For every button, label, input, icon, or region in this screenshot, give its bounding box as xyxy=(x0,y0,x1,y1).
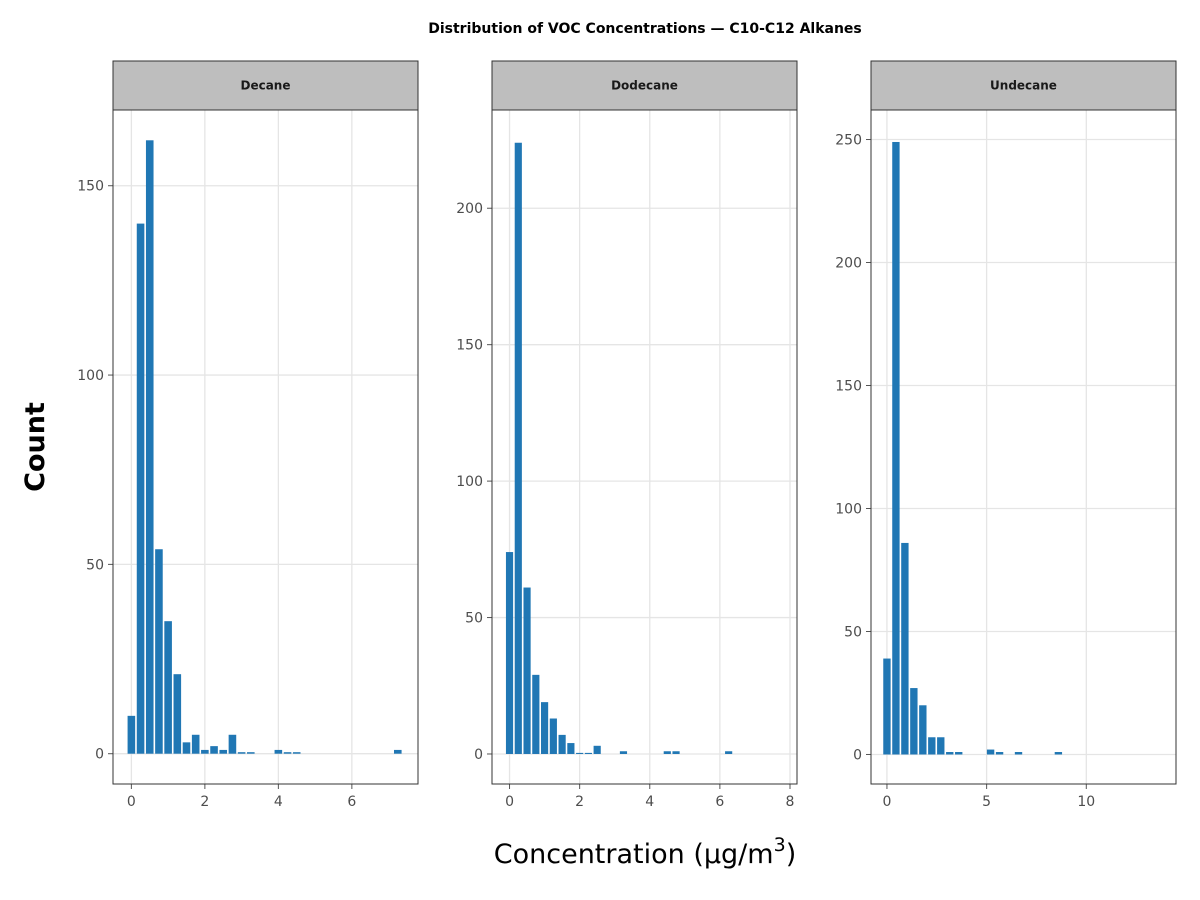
x-axis-label-superscript: 3 xyxy=(774,834,786,856)
x-tick-label: 0 xyxy=(505,794,514,810)
histogram-bar xyxy=(393,749,402,754)
histogram-bar xyxy=(136,223,145,754)
histogram-bar xyxy=(274,749,283,754)
histogram-bar xyxy=(910,688,918,755)
histogram-bar xyxy=(883,658,891,755)
histogram-bar xyxy=(672,751,680,754)
histogram-bar xyxy=(928,737,936,755)
histogram-bar xyxy=(145,140,154,754)
facet-strip-label: Dodecane xyxy=(611,79,678,93)
x-tick-label: 4 xyxy=(274,794,283,810)
histogram-bar xyxy=(505,552,514,754)
histogram-bar xyxy=(901,542,909,755)
y-tick-label: 50 xyxy=(844,624,862,640)
y-tick-label: 0 xyxy=(853,747,862,763)
panel-border xyxy=(870,109,1177,785)
histogram-bar xyxy=(292,752,301,754)
y-tick-label: 200 xyxy=(456,201,483,217)
y-tick-label: 150 xyxy=(77,179,104,195)
y-tick-label: 100 xyxy=(456,474,483,490)
facet-panel-undecane: Undecane 0 50 100 150 200 250 0 5 10 xyxy=(835,60,1177,810)
histogram-bar xyxy=(228,734,237,754)
histogram-bar xyxy=(541,702,549,754)
histogram-bar xyxy=(210,746,218,754)
facet-strip-label: Decane xyxy=(241,79,291,93)
panel-border xyxy=(491,109,798,785)
histogram-bar xyxy=(237,752,246,754)
facet-strip xyxy=(870,60,1177,111)
x-tick-label: 4 xyxy=(645,794,654,810)
histogram-bar xyxy=(946,752,954,755)
histogram-bar xyxy=(155,549,163,754)
histogram-bar xyxy=(549,718,557,754)
histogram-bar xyxy=(283,752,292,754)
y-tick-label: 150 xyxy=(456,338,483,354)
histogram-bar xyxy=(219,749,228,754)
histogram-bar xyxy=(919,705,927,755)
panel-border xyxy=(112,109,419,785)
x-axis-label-close: ) xyxy=(786,839,797,870)
histogram-bar xyxy=(523,587,531,754)
histogram-bar xyxy=(1014,752,1023,755)
y-tick-label: 200 xyxy=(835,256,862,272)
y-tick-label: 0 xyxy=(474,747,483,763)
histogram-bar xyxy=(164,621,172,754)
histogram-bar xyxy=(191,734,200,754)
histogram-bar xyxy=(247,752,255,754)
histogram-bar xyxy=(725,751,733,754)
facet-strip xyxy=(491,60,798,111)
histogram-bar xyxy=(619,751,628,754)
x-tick-label: 0 xyxy=(882,794,891,810)
histogram-bar xyxy=(201,749,209,754)
y-tick-label: 100 xyxy=(77,368,104,384)
y-tick-label: 150 xyxy=(835,379,862,395)
y-tick-label: 0 xyxy=(95,747,104,763)
facet-strip-label: Undecane xyxy=(990,79,1057,93)
y-tick-label: 50 xyxy=(465,611,483,627)
x-axis-label: Concentration (μg/m3) xyxy=(494,834,796,870)
chart-title: Distribution of VOC Concentrations — C10… xyxy=(428,21,862,37)
histogram-bar xyxy=(593,745,601,754)
x-tick-label: 2 xyxy=(575,794,584,810)
x-tick-label: 5 xyxy=(982,794,991,810)
y-tick-label: 250 xyxy=(835,133,862,149)
x-tick-label: 6 xyxy=(715,794,724,810)
x-tick-label: 2 xyxy=(200,794,209,810)
x-tick-label: 6 xyxy=(347,794,356,810)
histogram-bar xyxy=(937,737,945,755)
y-tick-label: 50 xyxy=(86,557,104,573)
x-tick-label: 0 xyxy=(127,794,136,810)
histogram-bar xyxy=(514,142,522,754)
histogram-bar xyxy=(532,674,540,754)
y-axis-label: Count xyxy=(20,402,51,492)
histogram-bar xyxy=(584,752,592,754)
histogram-bar xyxy=(173,674,182,754)
facet-panel-dodecane: Dodecane 0 50 100 150 200 0 2 4 6 8 xyxy=(456,60,798,810)
y-tick-label: 100 xyxy=(835,501,862,517)
x-axis-label-main: Concentration (μg/m xyxy=(494,839,774,870)
facet-strip xyxy=(112,60,419,111)
histogram-bar xyxy=(558,734,566,754)
histogram-bar xyxy=(892,141,900,755)
histogram-bar xyxy=(1054,752,1063,755)
x-tick-label: 10 xyxy=(1077,794,1095,810)
histogram-bar xyxy=(127,715,136,754)
histogram-bar xyxy=(955,752,963,755)
histogram-bar xyxy=(567,743,575,754)
facet-panel-decane: Decane 0 50 100 150 0 2 4 6 xyxy=(77,60,419,810)
histogram-bar xyxy=(995,752,1004,755)
histogram-bar xyxy=(182,742,191,754)
histogram-bar xyxy=(576,752,584,754)
histogram-bar xyxy=(663,751,671,754)
histogram-bar xyxy=(986,749,995,755)
x-tick-label: 8 xyxy=(786,794,795,810)
